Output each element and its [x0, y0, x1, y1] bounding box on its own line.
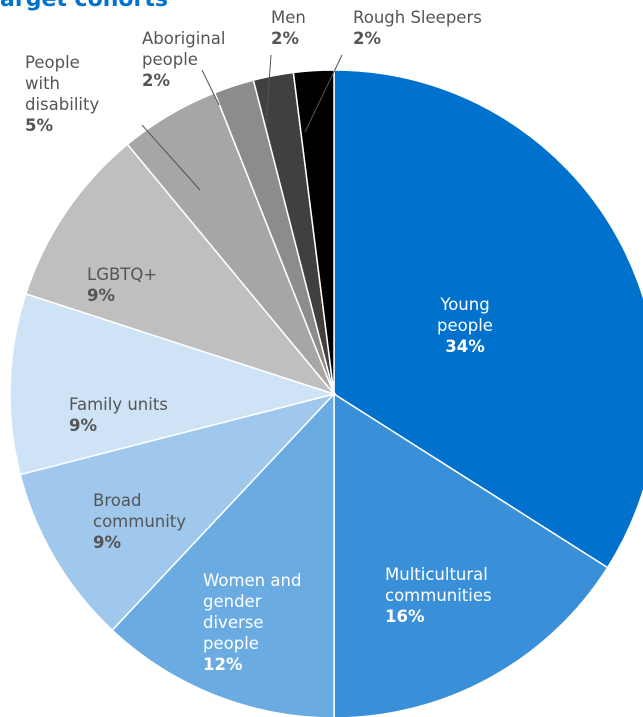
slice-label: Family units 9%	[69, 395, 168, 435]
chart-title: arget cohorts	[0, 0, 168, 12]
slice-label-name: LGBTQ+	[87, 265, 157, 284]
leader-line	[265, 54, 272, 126]
slice-label: Broad community 9%	[93, 491, 186, 552]
slice-label-name: disability	[25, 95, 99, 114]
pie-slice-young-people	[333, 69, 643, 569]
slice-label-name: people	[437, 316, 493, 335]
leader-line	[304, 54, 343, 133]
slice-label-value: 2%	[142, 71, 170, 90]
slice-label-name: Men	[271, 8, 306, 27]
slice-label-name: Broad	[93, 491, 141, 510]
slice-label-name: Aboriginal	[142, 29, 225, 48]
slice-label-name: Family units	[69, 395, 168, 414]
pie-slice-multicultural-communities	[333, 392, 609, 717]
pie-slices	[9, 69, 643, 717]
pie-slice-women-and-gender-diverse-people	[111, 392, 335, 717]
slice-label-value: 9%	[69, 416, 97, 435]
slice-label-value: 9%	[93, 533, 121, 552]
pie-slice-family-units	[9, 292, 337, 476]
leader-lines	[141, 54, 343, 191]
slice-label-value: 12%	[203, 655, 243, 674]
slice-labels: Young people 34% Multicultural communities 16…	[25, 8, 493, 674]
slice-label-name: people	[142, 50, 198, 69]
pie-slice-broad-community	[19, 392, 337, 632]
slice-label-value: 9%	[87, 286, 115, 305]
slice-label-name: Multicultural	[385, 565, 488, 584]
slice-label-value: 34%	[445, 337, 485, 356]
slice-label-name: people	[203, 634, 259, 653]
slice-label-name: communities	[385, 586, 492, 605]
slice-label: Rough Sleepers 2%	[353, 8, 482, 48]
pie-slice-lgbtq	[24, 143, 337, 396]
slice-label-name: community	[93, 512, 186, 531]
slice-label: Aboriginal people 2%	[142, 29, 225, 90]
slice-label-value: 16%	[385, 607, 425, 626]
slice-label-name: gender	[203, 592, 262, 611]
slice-label: Women and gender diverse people 12%	[203, 571, 301, 674]
slice-label-value: 2%	[353, 29, 381, 48]
slice-label: Men 2%	[271, 8, 306, 48]
slice-label: Young people 34%	[437, 295, 493, 356]
slice-label-value: 5%	[25, 116, 53, 135]
slice-label-name: Rough Sleepers	[353, 8, 482, 27]
leader-line	[141, 124, 201, 191]
leader-line	[201, 69, 220, 106]
slice-label-name: People	[25, 53, 80, 72]
slice-label: Multicultural communities 16%	[385, 565, 492, 626]
slice-label-name: Young	[439, 295, 489, 314]
pie-slice-rough-sleepers	[292, 69, 335, 395]
slice-label-name: with	[25, 74, 60, 93]
slice-label-name: Women and	[203, 571, 301, 590]
slice-label-value: 2%	[271, 29, 299, 48]
slice-label: People with disability 5%	[25, 53, 99, 135]
slice-label: LGBTQ+ 9%	[87, 265, 157, 305]
slice-label-name: diverse	[203, 613, 264, 632]
